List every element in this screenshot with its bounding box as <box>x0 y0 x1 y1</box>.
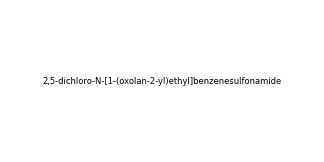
Text: 2,5-dichloro-N-[1-(oxolan-2-yl)ethyl]benzenesulfonamide: 2,5-dichloro-N-[1-(oxolan-2-yl)ethyl]ben… <box>42 76 282 86</box>
